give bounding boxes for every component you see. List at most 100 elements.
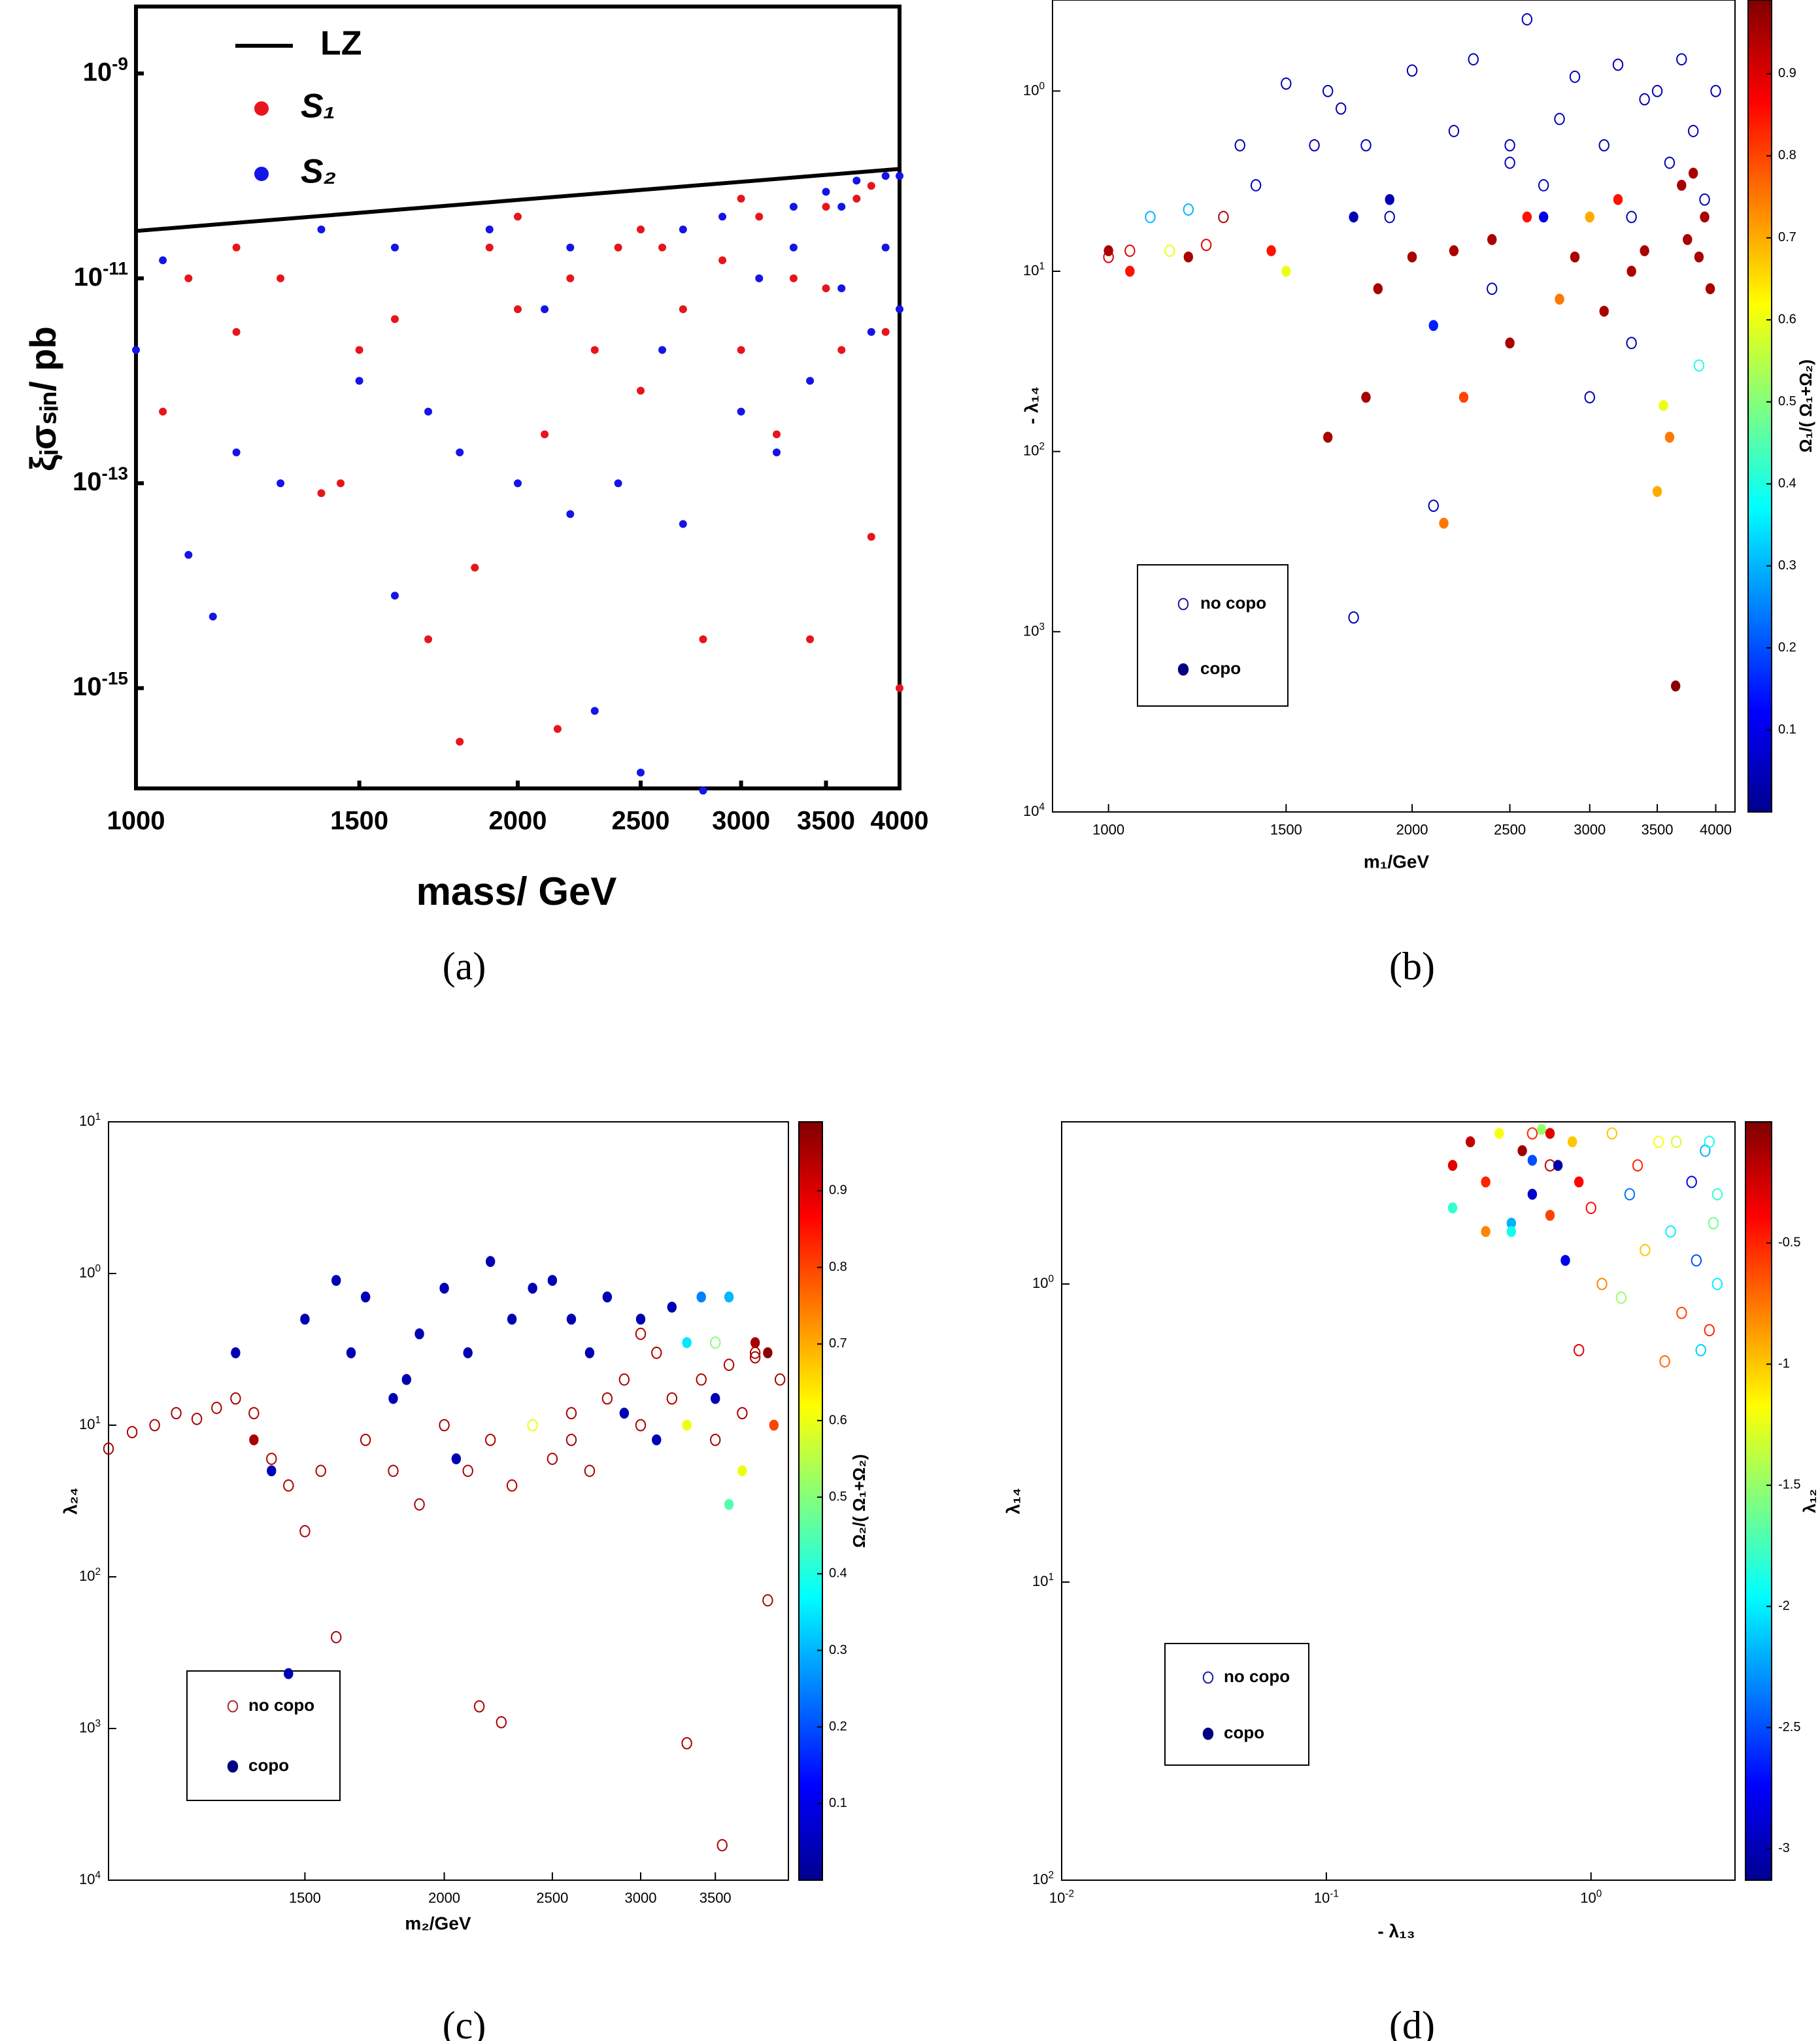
y-axis-label: λ₁₄ bbox=[1003, 1488, 1023, 1515]
point bbox=[651, 1346, 662, 1359]
point bbox=[346, 1347, 356, 1358]
point bbox=[1691, 1254, 1702, 1267]
point bbox=[584, 1347, 595, 1358]
legend-label: no copo bbox=[1224, 1666, 1290, 1686]
y-tick-label: 10-11 bbox=[74, 259, 128, 292]
point bbox=[1373, 283, 1383, 295]
x-tick-label: 100 bbox=[1580, 1889, 1602, 1906]
x-tick-label: 2500 bbox=[536, 1889, 568, 1906]
point bbox=[1653, 1136, 1664, 1148]
point bbox=[590, 346, 599, 354]
point bbox=[881, 328, 890, 336]
point bbox=[867, 328, 875, 336]
point bbox=[462, 1464, 473, 1477]
legend-label: no copo bbox=[1200, 593, 1266, 613]
point bbox=[1266, 245, 1276, 256]
point bbox=[1545, 1128, 1555, 1139]
point bbox=[232, 448, 241, 457]
point bbox=[1652, 486, 1662, 498]
point bbox=[485, 1256, 496, 1268]
legend-box bbox=[1164, 1643, 1309, 1766]
y-tick-label: 104 bbox=[1023, 801, 1045, 819]
y-tick-label: 101 bbox=[1023, 261, 1045, 278]
point bbox=[414, 1328, 424, 1340]
point bbox=[360, 1291, 371, 1303]
point bbox=[1521, 13, 1533, 25]
point bbox=[1676, 53, 1687, 66]
legend-marker bbox=[1202, 1671, 1214, 1684]
point bbox=[614, 479, 622, 488]
point bbox=[614, 243, 622, 252]
point bbox=[1183, 251, 1194, 263]
point bbox=[658, 243, 667, 252]
point bbox=[1700, 211, 1710, 223]
y-tick-label: 101 bbox=[79, 1415, 101, 1432]
y-tick-label: 101 bbox=[1032, 1572, 1054, 1589]
point bbox=[1570, 251, 1580, 263]
point bbox=[1659, 399, 1668, 411]
x-tick-label: 2500 bbox=[1494, 821, 1526, 837]
point bbox=[456, 448, 464, 457]
point bbox=[528, 1283, 537, 1294]
point bbox=[837, 284, 846, 292]
point bbox=[390, 315, 399, 324]
point bbox=[1505, 337, 1515, 349]
point bbox=[1406, 64, 1418, 77]
point bbox=[1506, 1226, 1517, 1238]
legend-marker bbox=[254, 101, 269, 116]
point bbox=[710, 1336, 721, 1349]
point bbox=[718, 256, 727, 265]
colorbar-tick-label: 0.5 bbox=[829, 1489, 847, 1504]
point bbox=[1349, 211, 1358, 223]
point bbox=[1517, 1145, 1527, 1156]
point bbox=[1598, 139, 1609, 152]
point bbox=[514, 212, 522, 221]
point bbox=[867, 182, 875, 190]
point bbox=[822, 188, 830, 196]
point bbox=[699, 786, 707, 795]
point bbox=[541, 430, 549, 439]
legend-marker bbox=[1177, 598, 1189, 611]
legend-box bbox=[1137, 564, 1289, 707]
point bbox=[1183, 203, 1194, 216]
point bbox=[755, 212, 764, 221]
x-tick-label: 3500 bbox=[797, 807, 855, 835]
point bbox=[1695, 1343, 1706, 1357]
y-tick-label: 100 bbox=[79, 1263, 101, 1281]
point bbox=[1348, 611, 1359, 624]
point bbox=[1234, 139, 1245, 152]
point bbox=[637, 768, 645, 777]
point bbox=[1651, 84, 1663, 97]
point bbox=[1659, 1355, 1670, 1368]
point bbox=[806, 635, 815, 643]
colorbar bbox=[1745, 1121, 1772, 1881]
point bbox=[896, 684, 903, 692]
point bbox=[710, 1434, 721, 1446]
point bbox=[619, 1408, 630, 1419]
point bbox=[159, 407, 167, 416]
colorbar bbox=[798, 1121, 823, 1881]
point bbox=[1448, 125, 1460, 137]
point bbox=[541, 305, 549, 313]
point bbox=[822, 284, 830, 292]
colorbar-tick-label: 0.5 bbox=[1778, 394, 1796, 409]
point bbox=[763, 1347, 773, 1358]
point bbox=[881, 172, 890, 180]
point bbox=[1538, 211, 1549, 223]
point bbox=[171, 1407, 182, 1420]
point bbox=[1545, 1209, 1555, 1221]
point bbox=[724, 1498, 734, 1510]
colorbar-tick-label: 0.7 bbox=[829, 1336, 847, 1351]
point bbox=[299, 1525, 311, 1538]
point bbox=[439, 1419, 450, 1432]
y-tick-label: 102 bbox=[79, 1566, 101, 1584]
point bbox=[637, 226, 645, 234]
colorbar-tick-label: 0.6 bbox=[1778, 312, 1796, 327]
colorbar-tick-label: 0.3 bbox=[1778, 558, 1796, 573]
point bbox=[737, 194, 745, 203]
point bbox=[666, 1392, 678, 1405]
point bbox=[1385, 194, 1394, 205]
colorbar-tick-label: 0.8 bbox=[1778, 148, 1796, 163]
point bbox=[283, 1479, 294, 1492]
